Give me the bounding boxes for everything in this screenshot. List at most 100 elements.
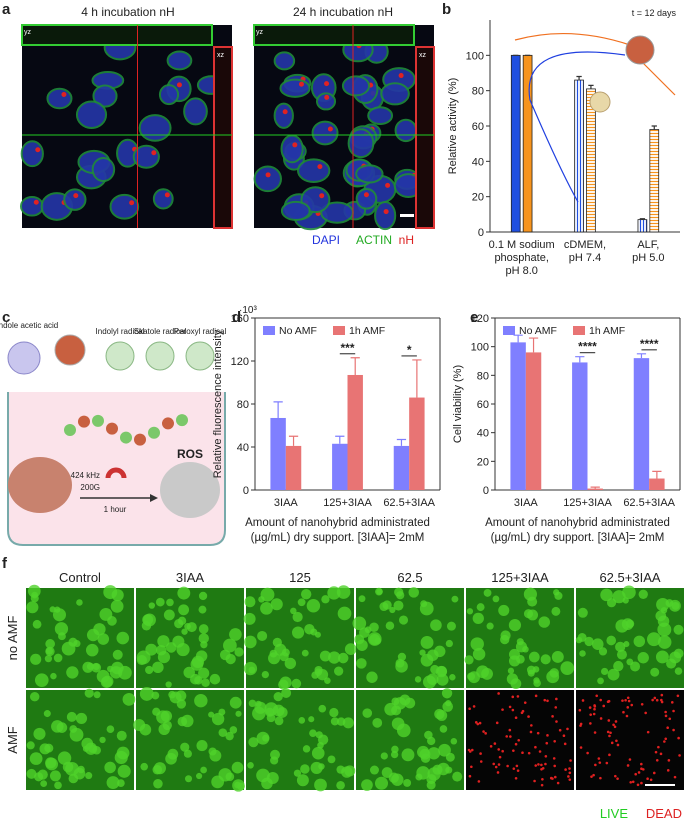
live-cell: [139, 723, 152, 736]
live-cell: [472, 612, 484, 625]
live-cell: [268, 652, 281, 665]
cell: [273, 102, 294, 129]
cell: [280, 134, 304, 164]
live-cell: [384, 702, 398, 716]
live-cell: [198, 605, 207, 614]
nanoparticle: [54, 334, 86, 366]
live-cell: [318, 763, 325, 770]
dead-cell: [676, 694, 680, 698]
live-cell: [337, 652, 349, 664]
significance: ***: [340, 341, 354, 355]
dead-cell: [581, 699, 585, 702]
dead-cell: [472, 705, 476, 708]
nh-dot: [327, 126, 333, 132]
live-cell: [336, 585, 351, 599]
live-cell: [408, 587, 419, 598]
live-cell: [486, 622, 494, 630]
bar: [574, 79, 584, 233]
live-cell: [673, 624, 684, 635]
dead-cell: [477, 780, 481, 783]
dead-cell: [615, 739, 618, 743]
dead-cell: [612, 723, 615, 727]
live-cell: [516, 638, 524, 646]
live-cell: [438, 743, 451, 757]
dead-cell: [506, 764, 509, 768]
dead-cell: [470, 765, 473, 769]
live-cell: [183, 666, 195, 679]
live-cell: [404, 697, 416, 709]
cell: [166, 50, 193, 71]
live-cell: [166, 598, 174, 607]
bar: [347, 374, 363, 490]
live-cell: [229, 696, 242, 709]
live-cell: [427, 747, 441, 760]
live-cell: [601, 667, 609, 676]
error-bar: [575, 356, 585, 363]
dead-cell: [602, 704, 606, 708]
x-tick-label: 3IAA: [274, 497, 299, 509]
error-bar: [652, 470, 662, 479]
live-cell: [527, 596, 538, 607]
live-cell: [441, 688, 453, 699]
dead-cell: [593, 704, 596, 707]
y-tick-label: 80: [237, 399, 249, 411]
dead-cell: [546, 734, 549, 737]
live-cell: [165, 642, 177, 653]
nh-dot: [129, 200, 135, 206]
cell: [63, 188, 87, 211]
x-tick-label: ALF, pH 5.0: [632, 239, 664, 264]
dead-cell: [610, 741, 614, 745]
legend-swatch: [333, 326, 345, 335]
dead-cell: [654, 750, 658, 754]
column-label: 125+3IAA: [491, 570, 549, 585]
live-cell: [270, 598, 283, 611]
live-cell: [145, 665, 154, 675]
live-cell: [26, 741, 35, 750]
live-cell: [292, 611, 303, 623]
cell: [20, 140, 44, 168]
dead-cell: [541, 777, 544, 781]
live-cell: [398, 615, 409, 625]
live-cell: [168, 690, 176, 699]
live-cell: [44, 655, 53, 663]
live-cell: [337, 606, 352, 621]
dead-cell: [537, 763, 540, 766]
live-cell: [264, 702, 279, 716]
cell: [138, 114, 172, 142]
arrow: [639, 59, 676, 96]
dead-cell: [578, 708, 582, 712]
live-cell: [304, 624, 315, 635]
live-cell: [415, 773, 423, 781]
bar: [393, 445, 410, 490]
dead-cell: [508, 728, 512, 732]
dead-cell: [626, 706, 630, 709]
nh-dot: [298, 81, 304, 87]
live-cell: [85, 772, 93, 780]
dead-cell: [666, 726, 669, 730]
live-cell: [616, 649, 627, 660]
dead-cell: [626, 764, 630, 767]
nanohybrid-icon: [625, 35, 655, 65]
live-cell: [45, 639, 55, 649]
arrow: [528, 51, 626, 203]
live-cell: [76, 599, 83, 606]
live-cell: [420, 753, 431, 763]
dead-cell: [664, 737, 668, 741]
live-cell: [427, 767, 441, 781]
dead-cell: [607, 719, 611, 722]
dead-cell: [631, 780, 635, 784]
live-cell: [306, 599, 321, 613]
y-tick-label: 0: [243, 485, 249, 497]
dead-cell: [533, 779, 536, 783]
y-tick-label: 40: [472, 156, 484, 168]
dead-cell: [514, 776, 518, 780]
dead-cell: [501, 749, 504, 753]
live-cell: [623, 641, 630, 648]
live-cell: [445, 766, 453, 774]
live-cell: [481, 668, 493, 680]
live-cell: [198, 633, 209, 644]
bar: [285, 445, 302, 490]
dead-cell: [540, 783, 544, 787]
live-cell: [266, 713, 276, 723]
